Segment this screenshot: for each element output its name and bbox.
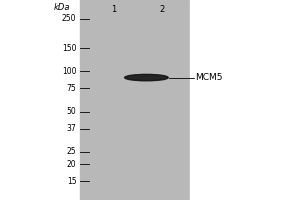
- Text: 20: 20: [67, 160, 76, 169]
- Text: 2: 2: [159, 4, 165, 14]
- Text: 100: 100: [62, 67, 76, 76]
- Ellipse shape: [124, 74, 168, 81]
- Text: 1: 1: [111, 4, 117, 14]
- Text: 150: 150: [62, 44, 76, 53]
- Text: 25: 25: [67, 147, 76, 156]
- Text: kDa: kDa: [53, 2, 70, 11]
- Text: 250: 250: [62, 14, 76, 23]
- Bar: [80, 0, 190, 200]
- Bar: [0, 0, 80, 200]
- Text: 75: 75: [67, 84, 76, 93]
- Text: 15: 15: [67, 177, 76, 186]
- Text: 37: 37: [67, 124, 76, 133]
- Text: 50: 50: [67, 107, 76, 116]
- Text: MCM5: MCM5: [195, 73, 223, 82]
- Bar: [190, 0, 300, 200]
